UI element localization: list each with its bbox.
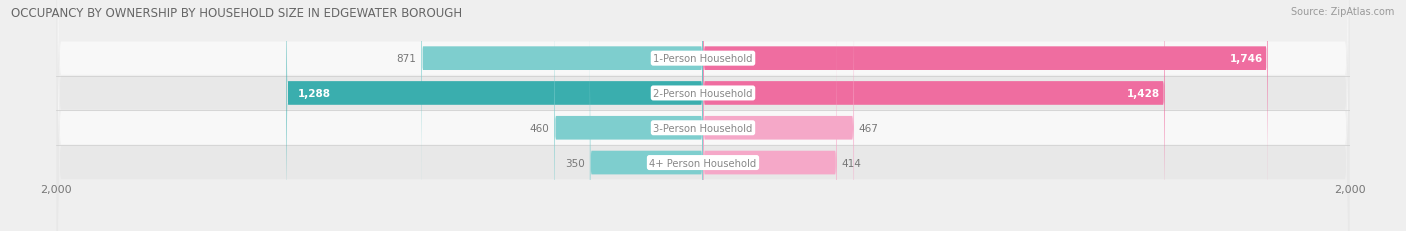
FancyBboxPatch shape [703, 0, 853, 231]
FancyBboxPatch shape [56, 0, 1350, 231]
Text: 2-Person Household: 2-Person Household [654, 88, 752, 99]
FancyBboxPatch shape [703, 1, 837, 231]
FancyBboxPatch shape [703, 0, 1164, 231]
FancyBboxPatch shape [287, 0, 703, 231]
Text: Source: ZipAtlas.com: Source: ZipAtlas.com [1291, 7, 1395, 17]
Text: 1,428: 1,428 [1126, 88, 1160, 99]
Text: 1-Person Household: 1-Person Household [654, 54, 752, 64]
Text: 460: 460 [530, 123, 550, 133]
Text: OCCUPANCY BY OWNERSHIP BY HOUSEHOLD SIZE IN EDGEWATER BOROUGH: OCCUPANCY BY OWNERSHIP BY HOUSEHOLD SIZE… [11, 7, 463, 20]
FancyBboxPatch shape [56, 0, 1350, 231]
FancyBboxPatch shape [554, 0, 703, 231]
Text: 350: 350 [565, 158, 585, 168]
Text: 1,288: 1,288 [298, 88, 330, 99]
Text: 414: 414 [842, 158, 862, 168]
FancyBboxPatch shape [56, 0, 1350, 231]
Text: 871: 871 [396, 54, 416, 64]
Text: 467: 467 [859, 123, 879, 133]
FancyBboxPatch shape [56, 0, 1350, 231]
FancyBboxPatch shape [422, 0, 703, 220]
FancyBboxPatch shape [591, 1, 703, 231]
Text: 1,746: 1,746 [1229, 54, 1263, 64]
Text: 4+ Person Household: 4+ Person Household [650, 158, 756, 168]
Text: 3-Person Household: 3-Person Household [654, 123, 752, 133]
FancyBboxPatch shape [703, 0, 1268, 220]
